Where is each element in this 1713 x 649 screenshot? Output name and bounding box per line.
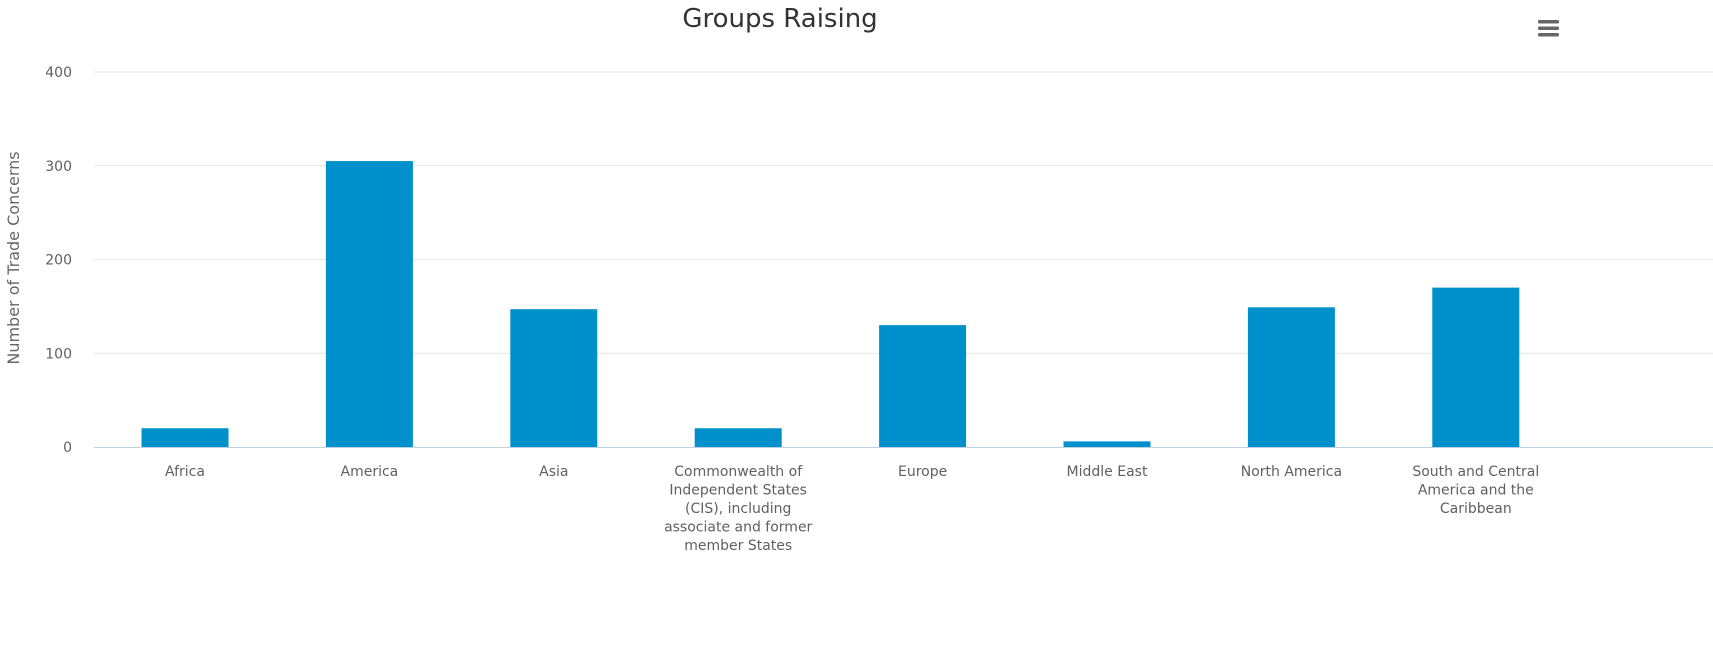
bar[interactable] [1247, 307, 1335, 447]
hamburger-menu-icon[interactable] [1537, 16, 1561, 40]
x-category-label: Commonwealth of Independent States (CIS), … [664, 464, 812, 554]
bars [141, 161, 1520, 447]
bar[interactable] [694, 428, 782, 447]
bar[interactable] [510, 309, 598, 447]
y-tick-label: 400 [45, 65, 72, 81]
y-axis-ticks: 0 100 200 300 400 [45, 65, 72, 456]
y-axis-title: Number of Trade Concerns [4, 151, 23, 364]
bar[interactable] [1432, 287, 1520, 447]
x-category-label: America [341, 464, 399, 480]
chart-title: Groups Raising [682, 4, 877, 34]
x-category-label: Europe [898, 464, 947, 480]
x-category-label: Africa [165, 464, 205, 480]
y-tick-label: 300 [45, 159, 72, 175]
y-tick-label: 100 [45, 346, 72, 362]
x-category-label: South and Central America and the Caribbea… [1412, 464, 1539, 517]
bar[interactable] [1063, 441, 1151, 447]
x-axis-category-labels: Africa America Asia Commonwealth of Independ… [165, 464, 1539, 554]
x-category-label: Asia [539, 464, 568, 480]
x-category-label: North America [1241, 464, 1342, 480]
bar[interactable] [325, 161, 413, 447]
y-tick-label: 0 [63, 440, 72, 456]
bar[interactable] [879, 325, 967, 447]
y-tick-label: 200 [45, 253, 72, 269]
x-category-label: Middle East [1067, 464, 1148, 480]
bar[interactable] [141, 428, 229, 447]
